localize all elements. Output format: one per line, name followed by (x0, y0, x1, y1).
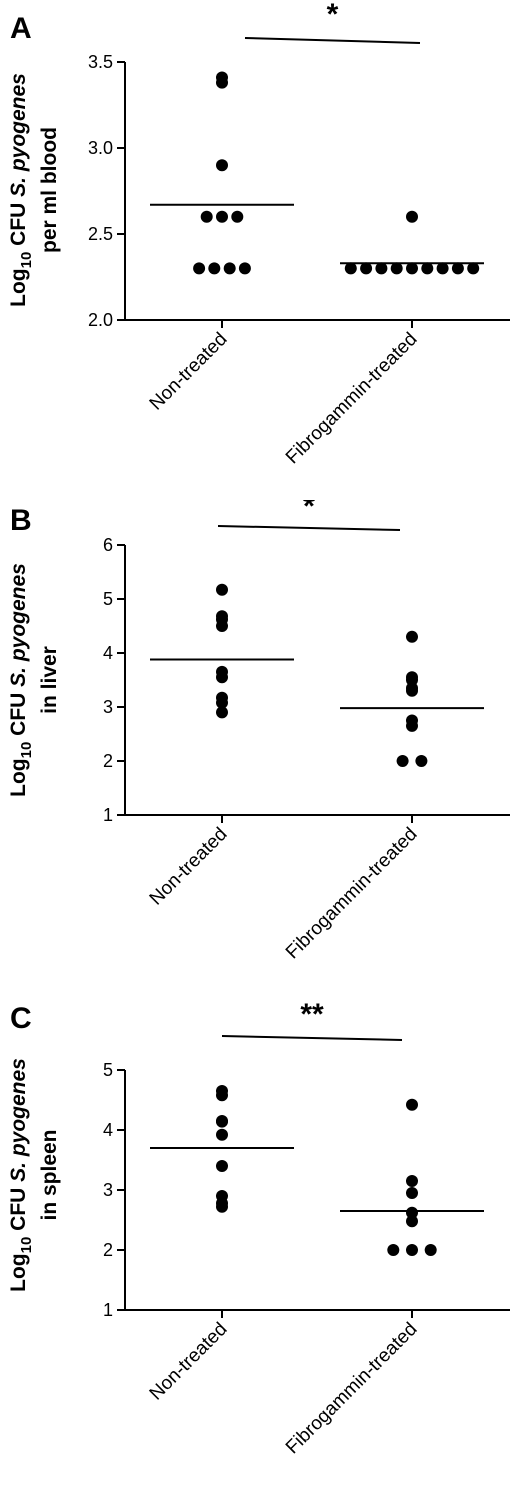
y-tick-label: 1 (103, 1300, 113, 1320)
y-tick-label: 3.5 (88, 52, 113, 72)
data-point (216, 76, 228, 89)
data-point (216, 159, 228, 172)
data-point (406, 719, 418, 732)
y-tick-label: 4 (103, 643, 113, 663)
panel-c: C Log10 CFU S. pyogenes in spleen 1 2 3 4 5 N… (0, 1000, 520, 1505)
data-point (208, 262, 221, 275)
data-point (216, 1089, 228, 1102)
data-point (406, 684, 418, 697)
data-point (415, 755, 428, 767)
y-axis-label: Log10 CFU S. pyogenes (7, 73, 35, 307)
y-tick-label: 5 (103, 1060, 113, 1080)
data-point (467, 262, 480, 275)
data-point (223, 262, 236, 275)
panel-letter: B (10, 504, 32, 537)
significance-label: * (303, 500, 315, 523)
y-tick-label: 3.0 (88, 138, 113, 158)
data-point (406, 262, 418, 275)
y-tick-label: 4 (103, 1120, 113, 1140)
chart-b-svg: B Log10 CFU S. pyogenes in liver 1 2 3 4 5 6 N… (7, 500, 510, 964)
significance-label: * (327, 0, 339, 31)
data-point (216, 1128, 228, 1141)
data-point (406, 1206, 418, 1219)
y-axis-label-line2: in spleen (38, 1129, 61, 1220)
data-point (424, 1244, 437, 1256)
panel-a: A Log10 CFU S. pyogenes per ml blood 2.0… (0, 0, 520, 500)
data-point (406, 210, 418, 223)
x-tick-label: Non-treated (146, 1319, 232, 1405)
data-point (216, 671, 228, 684)
data-point (436, 262, 449, 275)
data-point (406, 1098, 418, 1111)
x-tick-label: Non-treated (146, 329, 232, 415)
y-tick-label: 2.5 (88, 224, 113, 244)
data-point (406, 1187, 418, 1199)
y-tick-label: 2 (103, 1240, 113, 1260)
data-point (451, 262, 464, 275)
data-point (421, 262, 434, 275)
x-tick-label: Fibrogammin-treated (282, 329, 422, 469)
data-point (396, 755, 409, 767)
y-tick-label: 6 (103, 535, 113, 555)
data-point (200, 210, 213, 223)
y-tick-label: 1 (103, 805, 113, 825)
significance-bar (217, 525, 401, 531)
panel-b: B Log10 CFU S. pyogenes in liver 1 2 3 4 5 6 N… (0, 500, 520, 1000)
data-point (406, 630, 418, 643)
y-axis-label-line2: per ml blood (38, 127, 61, 253)
data-point (360, 262, 373, 275)
data-point (375, 262, 388, 275)
chart-c-svg: C Log10 CFU S. pyogenes in spleen 1 2 3 4 5 N… (7, 1000, 510, 1459)
y-tick-label: 2 (103, 751, 113, 771)
data-point (406, 1175, 418, 1187)
data-point (216, 696, 228, 709)
data-point (387, 1244, 400, 1256)
y-axis-label: Log10 CFU S. pyogenes (7, 1058, 35, 1292)
panel-letter: C (10, 1002, 32, 1035)
chart-a-svg: A Log10 CFU S. pyogenes per ml blood 2.0… (7, 0, 510, 469)
data-point (216, 1115, 228, 1128)
data-point (216, 620, 228, 632)
data-point (238, 262, 251, 275)
y-axis-label: Log10 CFU S. pyogenes (7, 563, 35, 797)
data-point (216, 1200, 228, 1213)
data-point (406, 1244, 418, 1256)
significance-label: ** (300, 1000, 324, 1031)
y-tick-label: 3 (103, 697, 113, 717)
x-tick-label: Fibrogammin-treated (282, 1319, 422, 1459)
x-tick-label: Fibrogammin-treated (282, 824, 422, 964)
data-point (216, 210, 228, 223)
data-point (231, 210, 244, 223)
x-tick-label: Non-treated (146, 824, 232, 910)
data-point (344, 262, 357, 275)
y-tick-label: 3 (103, 1180, 113, 1200)
data-point (216, 583, 228, 596)
y-tick-label: 2.0 (88, 310, 113, 330)
panel-letter: A (10, 12, 32, 45)
data-point (406, 1215, 418, 1228)
significance-bar (221, 1035, 403, 1041)
y-axis-label-line2: in liver (38, 646, 61, 714)
data-point (216, 1160, 228, 1172)
significance-bar (244, 37, 421, 44)
y-tick-label: 5 (103, 589, 113, 609)
data-point (193, 262, 206, 275)
data-point (390, 262, 403, 275)
data-point (216, 706, 228, 719)
